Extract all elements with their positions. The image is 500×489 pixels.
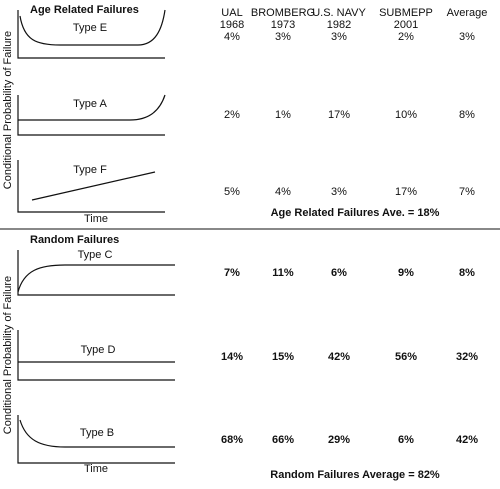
failure-curve	[19, 419, 175, 448]
percentage: 9%	[398, 267, 414, 279]
section-summary: Age Related Failures Ave. = 18%	[271, 207, 440, 219]
percentage: 3%	[275, 31, 291, 43]
percentage: 6%	[398, 434, 414, 446]
failure-curve	[31, 171, 156, 201]
percentage: 1%	[275, 109, 291, 121]
percentage: 29%	[328, 434, 350, 446]
pattern-label: Type C	[78, 249, 113, 261]
column-name: U.S. NAVY	[312, 7, 366, 19]
percentage: 42%	[328, 351, 350, 363]
percentage: 8%	[459, 267, 475, 279]
column-name: Average	[447, 7, 488, 19]
percentage: 3%	[459, 31, 475, 43]
percentage: 66%	[272, 434, 294, 446]
percentage: 3%	[331, 31, 347, 43]
percentage: 10%	[395, 109, 417, 121]
axis-label: Conditional Probability of Failure	[2, 276, 14, 434]
percentage: 2%	[398, 31, 414, 43]
axis-label: Conditional Probability of Failure	[2, 31, 14, 189]
column-name: BROMBERG	[251, 7, 315, 19]
section-summary: Random Failures Average = 82%	[270, 469, 440, 481]
pattern-label: Type F	[73, 164, 107, 176]
time-label: Time	[84, 213, 108, 225]
percentage: 8%	[459, 109, 475, 121]
graph-axes	[17, 330, 175, 381]
percentage: 32%	[456, 351, 478, 363]
section-title: Age Related Failures	[30, 4, 139, 16]
percentage: 7%	[459, 186, 475, 198]
graph-axes	[17, 95, 165, 136]
graph-axes	[17, 10, 165, 59]
failure-curve	[17, 264, 175, 293]
column-name: SUBMEPP	[379, 7, 433, 19]
time-label: Time	[84, 463, 108, 475]
percentage: 17%	[328, 109, 350, 121]
column-year: 1968	[220, 19, 244, 31]
pattern-label: Type D	[81, 344, 116, 356]
percentage: 56%	[395, 351, 417, 363]
percentage: 15%	[272, 351, 294, 363]
column-year: 1973	[271, 19, 295, 31]
percentage: 3%	[331, 186, 347, 198]
percentage: 4%	[224, 31, 240, 43]
graph-axes	[17, 160, 165, 213]
percentage: 11%	[272, 267, 294, 279]
failure-curve	[19, 9, 166, 46]
percentage: 14%	[221, 351, 243, 363]
graph-axes	[17, 250, 175, 296]
column-year: 1982	[327, 19, 351, 31]
percentage: 6%	[331, 267, 347, 279]
pattern-label: Type A	[73, 98, 107, 110]
percentage: 7%	[224, 267, 240, 279]
column-name: UAL	[221, 7, 242, 19]
percentage: 68%	[221, 434, 243, 446]
percentage: 17%	[395, 186, 417, 198]
column-year: 2001	[394, 19, 418, 31]
pattern-label: Type E	[73, 22, 107, 34]
section-title: Random Failures	[30, 234, 119, 246]
percentage: 4%	[275, 186, 291, 198]
graph-axes	[17, 415, 175, 464]
percentage: 2%	[224, 109, 240, 121]
pattern-label: Type B	[80, 427, 114, 439]
percentage: 42%	[456, 434, 478, 446]
percentage: 5%	[224, 186, 240, 198]
failure-curve	[18, 94, 166, 121]
